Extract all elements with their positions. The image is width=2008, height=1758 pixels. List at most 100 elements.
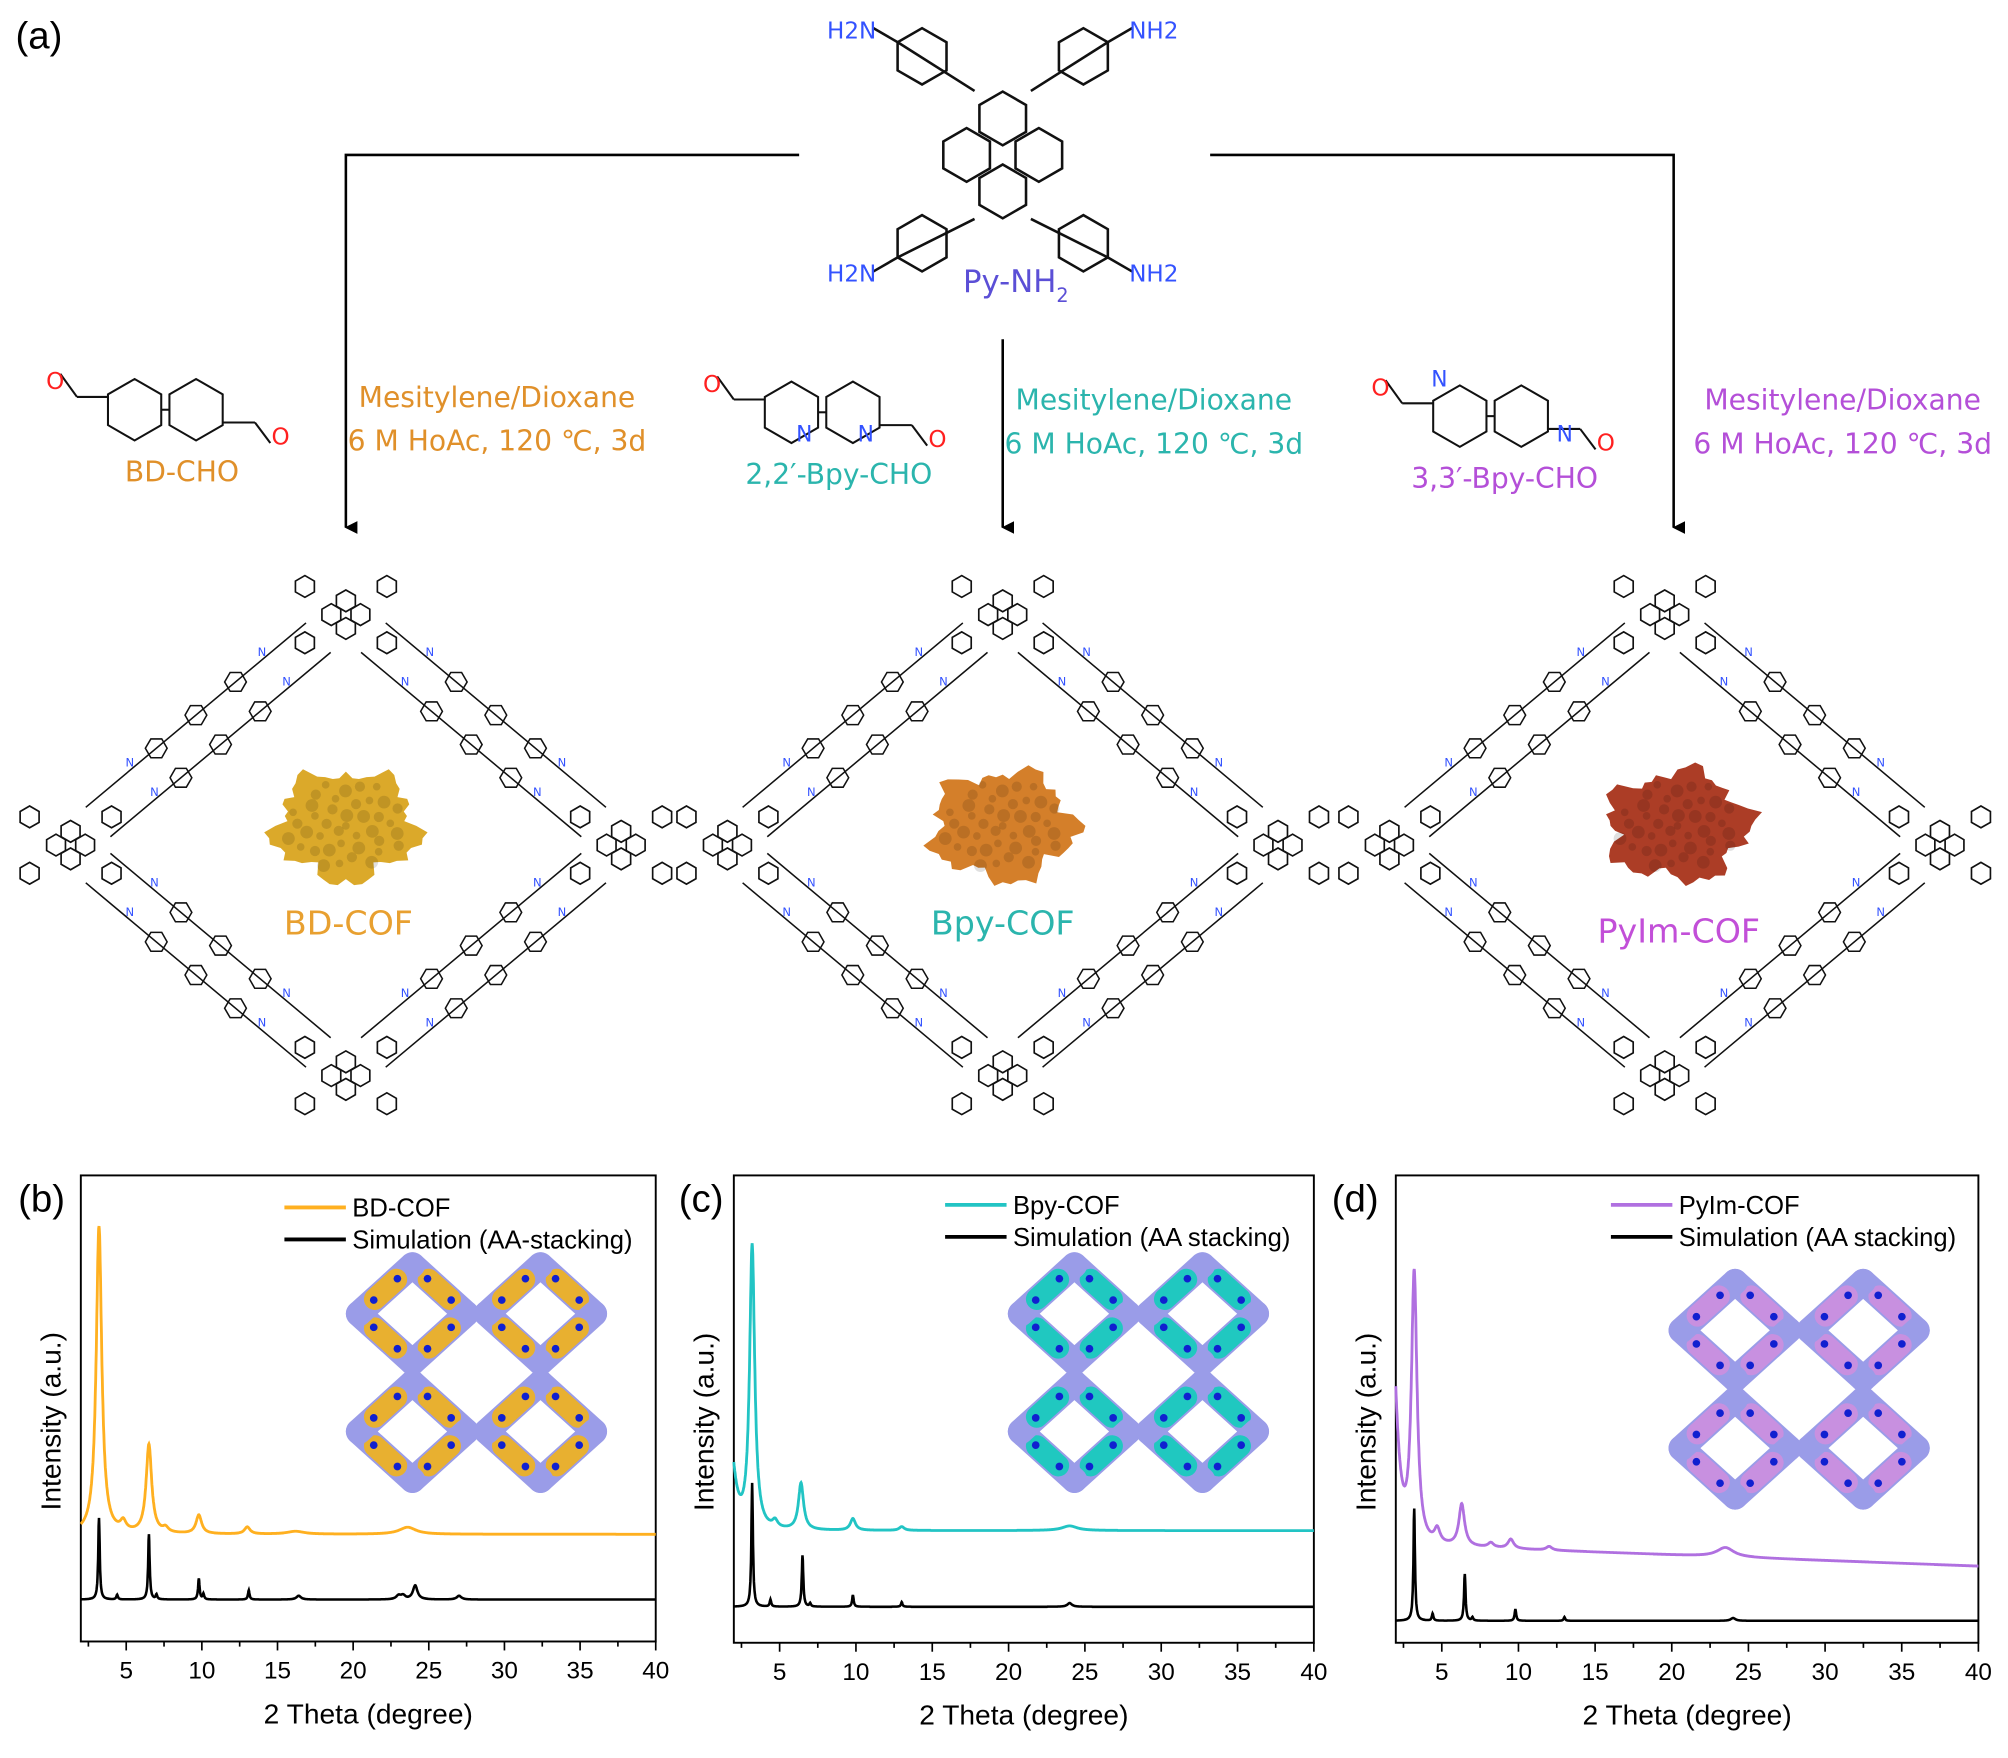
powder-grain — [938, 832, 952, 845]
conditions-1-line1: Mesitylene/Dioxane — [359, 381, 636, 414]
powder-grain — [305, 799, 319, 812]
node-background — [694, 811, 761, 879]
powder-grain — [1722, 827, 1736, 840]
model-nitrogen — [1159, 1296, 1168, 1304]
chart-2: 5 10 15 20 25 30 35 40 2 Theta (degree) Intensity… — [1350, 1174, 1992, 1731]
powder-grain — [1647, 832, 1656, 840]
powder-grain — [1009, 831, 1018, 840]
model-nitrogen — [497, 1441, 506, 1449]
powder-grain — [1670, 784, 1684, 798]
powder-grain — [357, 810, 371, 823]
benzene-ring — [1140, 964, 1165, 986]
model-linker — [1868, 1285, 1912, 1327]
benzene-ring — [1379, 819, 1400, 844]
model-linker — [1814, 1451, 1858, 1494]
benzene-ring — [1101, 998, 1125, 1019]
nitrogen-atom-label: N — [1469, 875, 1478, 889]
benzene-ring — [1076, 701, 1101, 722]
benzene-ring — [1639, 602, 1661, 627]
model-linker — [417, 1268, 461, 1310]
node-background — [312, 581, 380, 648]
powder-grain — [365, 855, 379, 869]
benzene-ring — [978, 90, 1028, 147]
cof-powder-photo — [1606, 762, 1763, 887]
x-tick-label: 20 — [995, 1659, 1022, 1686]
powder-grain — [967, 812, 976, 820]
powder-grain — [990, 825, 1001, 836]
benzene-ring — [1542, 998, 1567, 1019]
nitrogen-atom-label: N — [558, 905, 567, 919]
model-linker — [1740, 1285, 1784, 1327]
benzene-ring — [335, 1050, 357, 1074]
benzene-ring — [208, 935, 233, 956]
nitrogen-atom-label: N — [782, 756, 791, 770]
benzene-ring — [1944, 833, 1965, 857]
powder-grain — [1653, 781, 1662, 789]
model-nitrogen — [1716, 1291, 1724, 1300]
benzene-ring — [444, 998, 469, 1019]
model-nitrogen — [1820, 1340, 1829, 1348]
benzene-ring — [376, 630, 398, 655]
bond — [1404, 882, 1626, 1068]
benzene-ring — [1668, 602, 1690, 627]
benzene-ring — [951, 1035, 973, 1060]
model-linker — [491, 1268, 536, 1310]
benzene-ring — [1033, 630, 1054, 655]
model-nitrogen — [1085, 1274, 1094, 1283]
benzene-ring — [1970, 805, 1992, 829]
powder-grain — [1706, 847, 1715, 856]
benzene-ring — [350, 1063, 371, 1088]
model-nitrogen — [423, 1344, 432, 1353]
bond — [716, 375, 735, 401]
benzene-ring — [1155, 902, 1180, 923]
conditions-2-line2: 6 M HoAc, 120 ℃, 3d — [1004, 427, 1303, 460]
benzene-ring — [1778, 935, 1802, 956]
benzene-ring — [1282, 833, 1303, 857]
model-nitrogen — [1085, 1462, 1094, 1471]
x-tick-label: 25 — [1735, 1659, 1762, 1686]
chart-0: 5 10 15 20 25 30 35 40 2 Theta (degree) Intensity… — [35, 1174, 669, 1729]
benzene-ring — [1654, 589, 1675, 613]
bond — [1428, 852, 1650, 1039]
benzene-ring — [1817, 902, 1842, 923]
model-nitrogen — [521, 1344, 530, 1353]
series-line-experimental — [732, 1243, 1314, 1533]
model-nitrogen — [521, 1392, 530, 1401]
nitrogen-atom-label: N — [1214, 756, 1223, 770]
benzene-ring — [977, 1063, 999, 1088]
benzene-ring — [1802, 964, 1827, 986]
powder-grain — [1686, 781, 1697, 792]
bond — [766, 852, 989, 1039]
nitrogen-atom-label: N — [1557, 423, 1573, 448]
powder-grain — [1709, 795, 1723, 809]
x-tick-label: 40 — [642, 1658, 669, 1685]
benzene-ring — [376, 1091, 398, 1116]
model-linker — [491, 1386, 536, 1428]
powder-grain — [994, 839, 1002, 848]
powder-grain — [1003, 852, 1014, 863]
series-line-simulation — [733, 1482, 1314, 1609]
x-tick-label: 10 — [1505, 1659, 1532, 1686]
benzene-ring — [865, 935, 890, 956]
oxygen-atom-label: O — [928, 427, 946, 453]
model-nitrogen — [1874, 1291, 1883, 1300]
x-tick-label: 35 — [1224, 1659, 1251, 1686]
benzene-ring — [1308, 805, 1330, 829]
model-nitrogen — [1874, 1409, 1883, 1417]
benzene-ring — [1116, 734, 1140, 755]
nitrogen-atom-label: N — [1058, 674, 1067, 688]
model-linker — [417, 1435, 461, 1477]
bond — [910, 424, 928, 447]
powder-grain — [1678, 852, 1689, 863]
benzene-ring — [169, 767, 193, 788]
series-line-experimental — [1394, 1268, 1979, 1568]
x-tick-label: 30 — [1812, 1659, 1839, 1686]
model-nitrogen — [1769, 1457, 1778, 1466]
benzene-ring — [841, 704, 865, 726]
nitrogen-atom-label: N — [1058, 986, 1067, 1000]
powder-grain — [386, 819, 395, 828]
powder-shape — [264, 769, 428, 886]
product-label-bpy-cof: Bpy-COF — [931, 904, 1075, 943]
powder-shape — [1606, 762, 1763, 887]
model-nitrogen — [447, 1296, 456, 1304]
